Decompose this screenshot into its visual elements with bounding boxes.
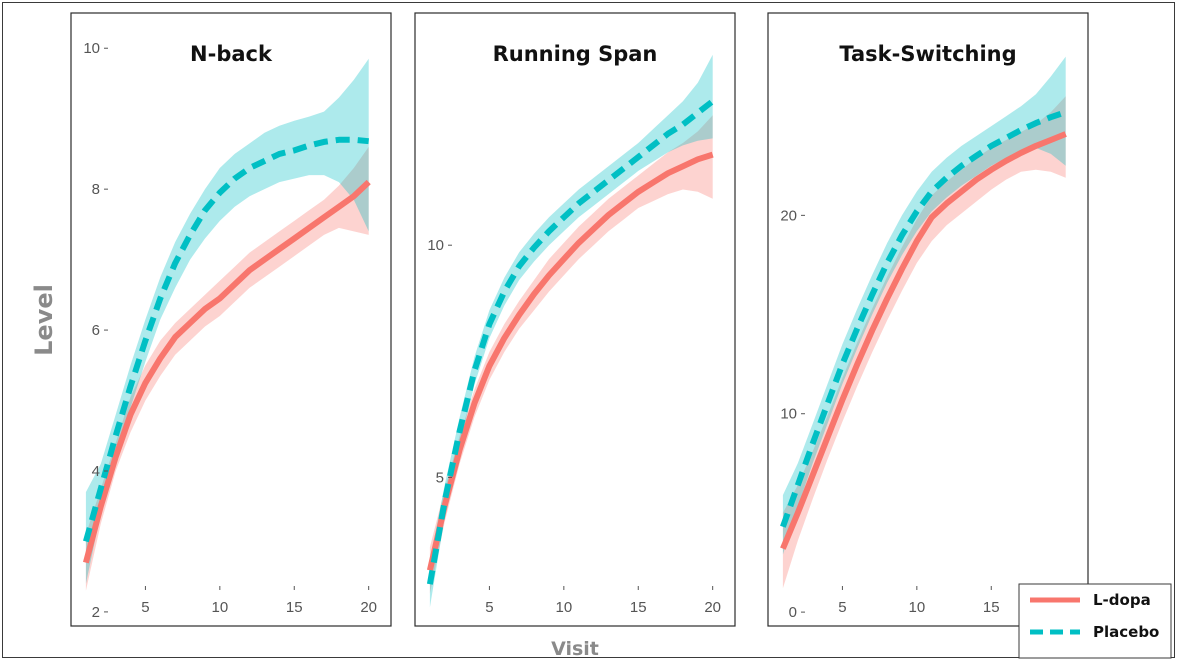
y-tick-label: 2 [92, 604, 100, 621]
x-tick-label: 5 [141, 599, 149, 616]
series-line-l-dopa [780, 131, 1067, 550]
y-tick-label: 0 [789, 604, 797, 621]
x-tick-label: 20 [360, 599, 377, 616]
x-tick-label: 20 [704, 599, 721, 616]
y-tick-label: 5 [436, 469, 444, 486]
legend-box [1018, 583, 1172, 659]
panel-running-span: Running Span 5 10 5 10 15 20 [414, 12, 736, 627]
legend: L-dopa Placebo [1018, 583, 1172, 659]
y-tick-label: 10 [83, 40, 100, 57]
x-tick-label: 15 [983, 599, 1000, 616]
x-axis-title: Visit [551, 638, 599, 660]
legend-label-l-dopa: L-dopa [1093, 591, 1151, 609]
x-tick-label: 5 [485, 599, 493, 616]
panel-border [414, 12, 736, 627]
series-line-l-dopa [82, 179, 371, 564]
ci-band-placebo [782, 56, 1066, 555]
ci-band-placebo [429, 54, 713, 608]
panel-task-switching: Task-Switching010205101520 [767, 12, 1089, 627]
legend-label-placebo: Placebo [1093, 623, 1159, 641]
x-tick-label: 15 [286, 599, 303, 616]
series-line-placebo [780, 109, 1067, 528]
x-tick-label: 5 [838, 599, 846, 616]
x-tick-label: 15 [630, 599, 647, 616]
series-line-l-dopa [426, 151, 714, 571]
y-tick-label: 10 [780, 406, 797, 423]
series-line-placebo [426, 98, 715, 585]
panel-title: Task-Switching [839, 42, 1016, 66]
y-tick-label: 4 [92, 463, 100, 480]
y-tick-label: 8 [92, 181, 100, 198]
panel-border [70, 12, 392, 627]
y-axis-title: Level [30, 284, 58, 356]
panel-n-back: N-back 2 4 6 8 10 5 10 15 20 [70, 12, 392, 627]
x-tick-label: 10 [211, 599, 228, 616]
ci-band-l-dopa [85, 146, 369, 591]
panel-border [767, 12, 1089, 627]
panel-title: Running Span [493, 42, 658, 66]
x-tick-label: 10 [555, 599, 572, 616]
y-tick-label: 6 [92, 322, 100, 339]
ci-band-placebo [85, 58, 369, 584]
x-tick-label: 10 [908, 599, 925, 616]
y-tick-label: 10 [427, 237, 444, 254]
panel-title: N-back [190, 42, 273, 66]
series-line-placebo [83, 136, 369, 543]
y-tick-label: 20 [780, 207, 797, 224]
